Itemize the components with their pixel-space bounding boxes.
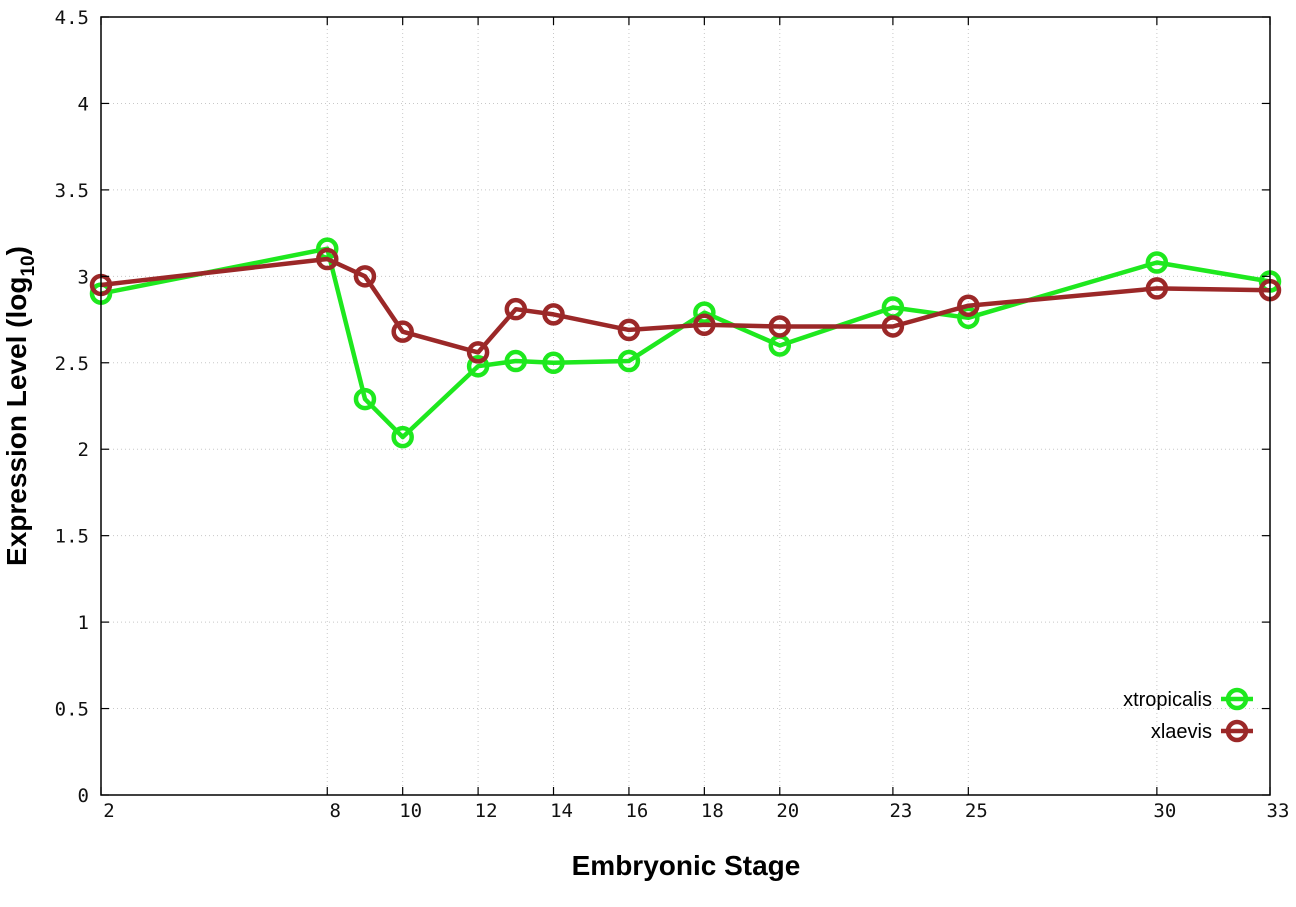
x-tick-label: 23 xyxy=(889,800,912,822)
y-axis-title-close: ) xyxy=(1,246,32,255)
y-tick-label: 4.5 xyxy=(55,7,89,29)
x-tick-label: 12 xyxy=(475,800,498,822)
data-point-xlaevis xyxy=(504,297,528,321)
legend-label-xlaevis: xlaevis xyxy=(1151,721,1212,743)
data-point-xlaevis xyxy=(391,320,414,343)
grid xyxy=(101,17,1270,795)
series-line-xlaevis xyxy=(100,256,1271,355)
data-point-xlaevis xyxy=(881,315,905,338)
x-tick-label: 30 xyxy=(1153,800,1176,822)
data-point-xtropicalis xyxy=(391,425,414,449)
y-tick-label: 0 xyxy=(78,785,89,807)
series-xlaevis xyxy=(89,247,1282,364)
plot-area xyxy=(89,237,1282,449)
legend-marker-xtropicalis xyxy=(1225,687,1249,711)
data-point-xtropicalis xyxy=(466,354,490,378)
data-point-xtropicalis xyxy=(693,301,716,324)
legend-label-xtropicalis: xtropicalis xyxy=(1123,689,1212,711)
series-line-xtropicalis xyxy=(100,246,1271,440)
data-point-xlaevis xyxy=(957,294,980,317)
x-tick-label: 2 xyxy=(103,800,114,822)
x-tick-label: 10 xyxy=(399,800,422,822)
y-axis-title-subscript: 10 xyxy=(18,255,39,276)
series-xtropicalis xyxy=(89,237,1282,449)
axes: 2 8 10 12 14 16 18 20 23 25 30 33 0 0.5 1 1.5 2 2.5 3 3.5 4 4… xyxy=(55,7,1290,822)
data-point-xlaevis xyxy=(542,303,565,326)
x-tick-label: 14 xyxy=(550,800,573,822)
x-tick-label: 20 xyxy=(776,800,799,822)
data-point-xlaevis xyxy=(316,247,339,271)
x-tick-label: 25 xyxy=(965,800,988,822)
data-point-xtropicalis xyxy=(504,349,528,373)
x-tick-label: 33 xyxy=(1267,800,1290,822)
y-axis-title: Expression Level (log10) xyxy=(1,246,39,566)
data-point-xlaevis xyxy=(693,313,716,336)
y-tick-label: 3 xyxy=(78,266,89,288)
y-axis-title-main: Expression Level (log xyxy=(1,277,32,566)
data-point-xlaevis xyxy=(617,318,641,342)
x-tick-label: 16 xyxy=(625,800,648,822)
data-point-xtropicalis xyxy=(353,387,377,411)
data-point-xtropicalis xyxy=(542,351,565,375)
data-point-xtropicalis xyxy=(617,349,641,373)
x-tick-label: 18 xyxy=(701,800,724,822)
data-point-xlaevis xyxy=(1145,277,1169,300)
y-tick-label: 0.5 xyxy=(55,699,89,721)
data-point-xlaevis xyxy=(353,265,377,288)
plot-frame xyxy=(100,16,1271,796)
data-point-xlaevis xyxy=(768,315,792,338)
y-tick-label: 2.5 xyxy=(55,353,89,375)
y-tick-label: 2 xyxy=(78,439,89,461)
y-tick-label: 1 xyxy=(78,612,89,634)
data-point-xtropicalis xyxy=(1145,251,1169,274)
y-tick-label: 1.5 xyxy=(55,526,89,548)
legend-marker-xlaevis xyxy=(1225,719,1249,743)
data-point-xtropicalis xyxy=(957,306,980,330)
x-axis-title: Embryonic Stage xyxy=(572,850,801,881)
y-tick-label: 4 xyxy=(78,93,89,115)
x-tick-label: 8 xyxy=(330,800,341,822)
legend: xtropicalis xlaevis xyxy=(1123,687,1253,743)
data-point-xlaevis xyxy=(466,341,490,364)
y-tick-label: 3.5 xyxy=(55,180,89,202)
